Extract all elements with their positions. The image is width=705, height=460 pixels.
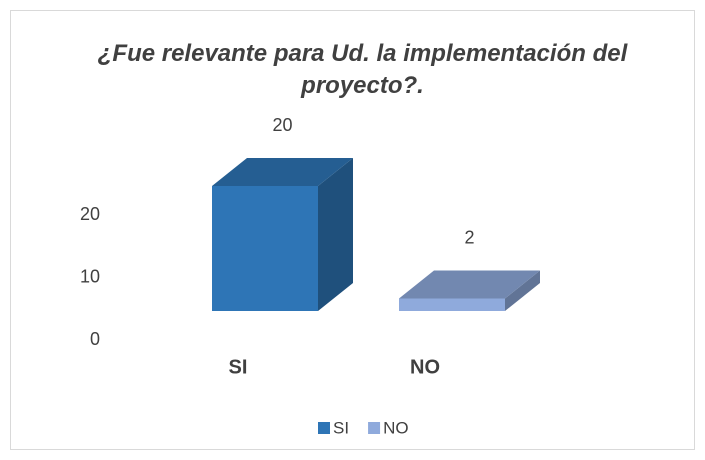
bar: [212, 158, 353, 311]
legend-label: SI: [333, 418, 349, 437]
bar-top: [212, 158, 353, 186]
data-label: 2: [464, 227, 474, 247]
x-tick-label: SI: [229, 356, 248, 378]
legend-swatch: [318, 422, 330, 434]
bar-top: [399, 270, 540, 299]
bar-front: [212, 186, 318, 311]
bar-side: [505, 270, 540, 311]
y-tick-label: 20: [80, 204, 100, 224]
x-tick-label: NO: [410, 356, 440, 378]
bar: [399, 270, 540, 311]
legend-swatch: [368, 422, 381, 434]
bar-front: [399, 298, 505, 311]
data-label: 20: [272, 115, 292, 135]
legend-label: NO: [383, 418, 409, 437]
y-tick-label: 10: [80, 266, 100, 286]
y-tick-label: 0: [90, 329, 100, 349]
chart-title: ¿Fue relevante para Ud. la implementació…: [97, 40, 628, 99]
bar-side: [318, 158, 353, 311]
